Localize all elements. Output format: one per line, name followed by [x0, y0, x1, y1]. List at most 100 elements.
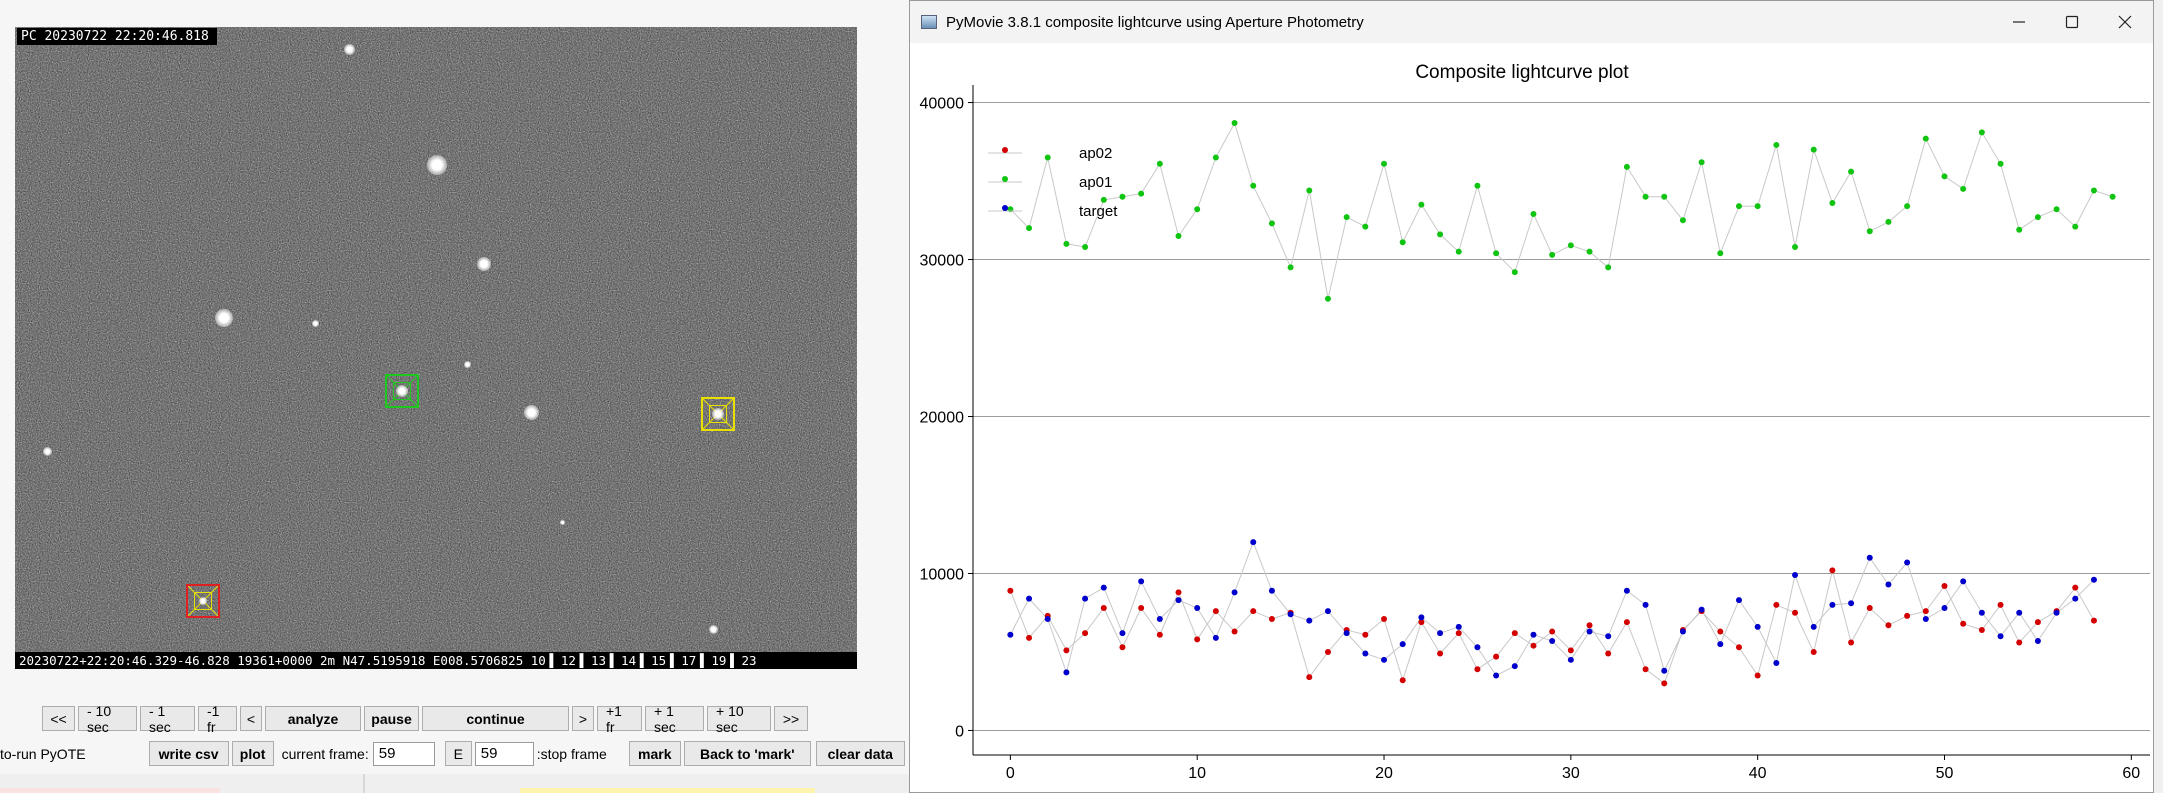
data-point-ap01 [1978, 129, 1985, 136]
data-point-target [1698, 606, 1705, 613]
data-point-ap01 [1231, 119, 1238, 126]
data-point-target [1268, 587, 1275, 594]
data-point-ap02 [1156, 631, 1163, 638]
y-tick-label: 10000 [920, 566, 965, 583]
continue-button[interactable]: continue [422, 706, 569, 731]
data-point-ap01 [1698, 159, 1705, 166]
data-point-target [1735, 597, 1742, 604]
data-point-target [1138, 578, 1145, 585]
data-point-target [1586, 628, 1593, 635]
x-tick-label: 20 [1375, 765, 1393, 782]
data-point-ap01 [2072, 223, 2079, 230]
data-point-target [1250, 539, 1257, 546]
data-point-target [1194, 605, 1201, 612]
data-point-ap01 [1848, 168, 1855, 175]
star [43, 447, 52, 456]
minus-1-sec-button[interactable]: - 1 sec [140, 703, 195, 735]
data-point-ap02 [1642, 666, 1649, 673]
e-button[interactable]: E [444, 741, 472, 766]
data-point-ap02 [1941, 583, 1948, 590]
series-line-ap02 [1009, 570, 2095, 685]
data-point-ap02 [1922, 608, 1929, 615]
stop-frame-field[interactable] [474, 741, 534, 766]
plus-1-sec-button[interactable]: + 1 sec [645, 703, 704, 735]
first-frame-button[interactable]: << [42, 706, 75, 731]
plus-1-frame-button[interactable]: +1 fr [597, 703, 642, 735]
data-point-target [1418, 614, 1425, 621]
plus-10-sec-button[interactable]: + 10 sec [707, 703, 771, 735]
step-back-button[interactable]: < [240, 706, 262, 731]
data-point-target [1773, 659, 1780, 666]
analyze-button[interactable]: analyze [265, 706, 361, 731]
data-point-ap01 [1306, 187, 1313, 194]
video-frame[interactable]: PC 20230722 22:20:46.818 20230 [15, 27, 857, 669]
star [524, 405, 539, 420]
clear-data-button[interactable]: clear data [815, 741, 905, 766]
autorun-pyote-label[interactable]: to-run PyOTE [0, 745, 86, 762]
aperture-target[interactable] [186, 584, 220, 618]
lightcurve-window: PyMovie 3.8.1 composite lightcurve using… [909, 0, 2154, 793]
data-point-ap02 [1511, 630, 1518, 637]
x-tick-label: 50 [1936, 765, 1954, 782]
data-point-target [1231, 589, 1238, 596]
star [344, 44, 355, 55]
data-point-ap01 [1119, 193, 1126, 200]
minus-10-sec-button[interactable]: - 10 sec [78, 703, 137, 735]
data-point-ap01 [1642, 193, 1649, 200]
lightcurve-chart[interactable]: Composite lightcurve plot 01000020000300… [910, 43, 2153, 792]
minus-1-frame-button[interactable]: -1 fr [198, 703, 237, 735]
data-point-ap02 [1493, 653, 1500, 660]
pause-button[interactable]: pause [364, 706, 419, 731]
data-point-ap01 [2016, 226, 2023, 233]
data-point-ap02 [1100, 605, 1107, 612]
data-point-target [1007, 631, 1014, 638]
back-to-mark-button[interactable]: Back to 'mark' [683, 741, 811, 766]
mark-button[interactable]: mark [628, 741, 681, 766]
data-point-ap01 [1735, 203, 1742, 210]
window-title: PyMovie 3.8.1 composite lightcurve using… [946, 13, 1364, 31]
data-point-ap01 [1530, 211, 1537, 218]
data-point-ap02 [1904, 612, 1911, 619]
title-bar[interactable]: PyMovie 3.8.1 composite lightcurve using… [910, 1, 2153, 43]
data-point-target [1848, 600, 1855, 607]
data-point-ap02 [1810, 648, 1817, 655]
data-point-ap02 [1978, 626, 1985, 633]
data-point-target [1455, 623, 1462, 630]
data-point-ap01 [1437, 231, 1444, 238]
data-point-ap01 [1829, 200, 1836, 207]
data-point-ap02 [1885, 622, 1892, 629]
data-point-ap01 [1717, 250, 1724, 257]
star [477, 257, 491, 271]
data-point-ap02 [2090, 617, 2097, 624]
data-point-target [1642, 601, 1649, 608]
data-point-target [1997, 633, 2004, 640]
last-frame-button[interactable]: >> [774, 706, 808, 731]
data-point-ap01 [1941, 173, 1948, 180]
maximize-icon[interactable] [2044, 1, 2100, 43]
data-point-ap01 [1773, 141, 1780, 148]
aperture-ap02[interactable] [701, 397, 735, 431]
data-point-ap01 [1268, 220, 1275, 227]
data-point-ap02 [1623, 619, 1630, 626]
data-point-target [1212, 634, 1219, 641]
aperture-ap01[interactable] [385, 374, 419, 408]
data-point-ap01 [2034, 214, 2041, 221]
data-point-ap01 [1418, 201, 1425, 208]
data-point-ap02 [1306, 674, 1313, 681]
plot-button[interactable]: plot [231, 741, 274, 766]
minimize-icon[interactable] [1991, 1, 2047, 43]
data-point-ap01 [1474, 182, 1481, 189]
data-point-target [1754, 623, 1761, 630]
data-point-target [1437, 630, 1444, 637]
data-point-ap01 [1362, 223, 1369, 230]
data-point-target [2034, 637, 2041, 644]
step-forward-button[interactable]: > [572, 706, 594, 731]
data-point-target [1306, 617, 1313, 624]
data-point-ap02 [1829, 567, 1836, 574]
data-point-ap02 [1960, 620, 1967, 627]
close-icon[interactable] [2097, 1, 2153, 43]
write-csv-button[interactable]: write csv [148, 741, 229, 766]
data-point-ap02 [1567, 647, 1574, 654]
series-line-target [1009, 540, 2095, 677]
current-frame-field[interactable] [372, 741, 435, 766]
